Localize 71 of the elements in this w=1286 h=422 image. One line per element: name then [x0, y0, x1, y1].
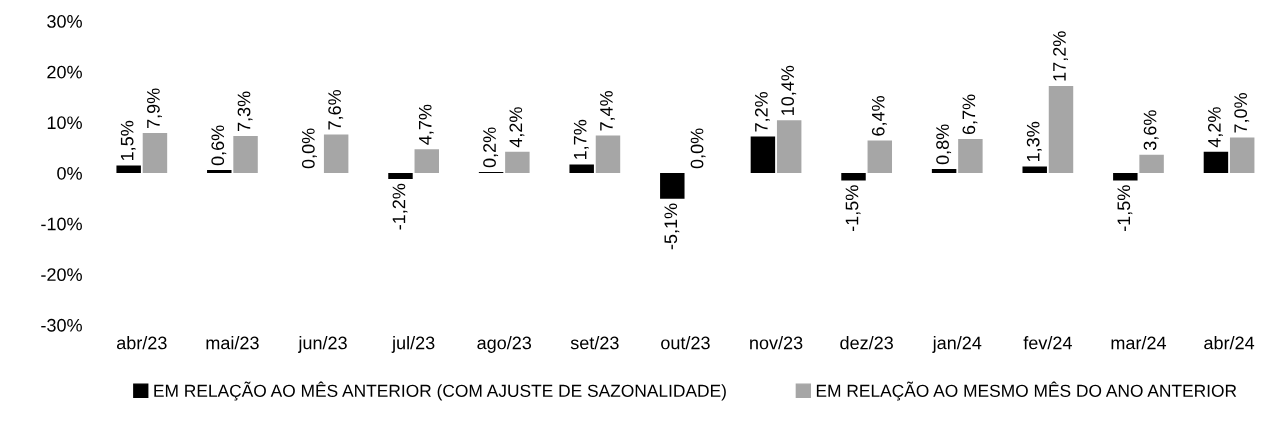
data-label: 0,2%	[483, 127, 499, 168]
bar	[931, 168, 957, 174]
data-label: 1,7%	[573, 119, 589, 159]
x-tick-label: abr/23	[116, 336, 167, 350]
bar	[867, 140, 893, 174]
bar	[776, 120, 802, 174]
bar	[414, 149, 439, 174]
data-label: -1,2%	[392, 183, 408, 230]
bar	[323, 134, 349, 174]
y-tick-label: 30%	[47, 15, 82, 28]
bar	[569, 164, 594, 174]
data-label: 0,6%	[211, 125, 227, 166]
bar	[207, 169, 232, 174]
data-label: 3,6%	[1143, 110, 1159, 151]
data-label: 17,2%	[1053, 31, 1068, 81]
x-tick-label: fev/24	[1023, 336, 1072, 350]
x-tick-label: jan/24	[932, 336, 982, 353]
x-tick-label: jul/23	[391, 336, 435, 353]
y-tick-label: 0%	[57, 166, 82, 180]
data-label: 4,7%	[418, 104, 434, 145]
data-label: 0,0%	[301, 128, 317, 169]
bar	[388, 173, 413, 180]
legend-label: EM RELAÇÃO AO MÊS ANTERIOR (COM AJUSTE DE SAZONALIDADE)	[154, 381, 726, 401]
bar	[1048, 85, 1074, 174]
data-label: 7,0%	[1234, 93, 1250, 133]
bar	[142, 133, 168, 174]
data-label: 7,3%	[237, 91, 253, 132]
x-tick-label: set/23	[570, 336, 619, 350]
data-label: 7,6%	[328, 89, 344, 130]
data-label: 0,8%	[936, 124, 952, 165]
y-tick-label: -10%	[41, 217, 82, 231]
data-label: 4,2%	[1207, 107, 1223, 148]
bar	[841, 173, 866, 181]
y-tick-label: 10%	[47, 116, 82, 130]
x-tick-label: dez/23	[840, 336, 893, 350]
bar	[1139, 154, 1164, 174]
data-label: -5,1%	[664, 203, 680, 250]
bar	[1113, 173, 1138, 181]
data-label: 1,3%	[1026, 121, 1042, 162]
bar	[116, 165, 141, 174]
x-tick-label: mai/23	[206, 336, 259, 350]
legend-label: EM RELAÇÃO AO MESMO MÊS DO ANO ANTERIOR	[816, 381, 1237, 401]
x-tick-label: nov/23	[750, 336, 803, 350]
data-label: 7,9%	[147, 88, 162, 129]
bar	[958, 139, 983, 174]
x-tick-label: abr/24	[1204, 336, 1255, 350]
bar	[750, 136, 776, 174]
y-tick-label: -20%	[41, 268, 82, 282]
data-label: -1,5%	[1117, 185, 1133, 232]
data-label: 4,2%	[509, 107, 525, 148]
data-label: 10,4%	[781, 65, 797, 115]
x-tick-label: jun/23	[297, 336, 347, 353]
bar	[660, 173, 685, 199]
bar	[1022, 166, 1047, 174]
data-label: 7,2%	[754, 92, 770, 132]
bar	[1229, 137, 1255, 174]
y-tick-label: -30%	[41, 318, 82, 332]
data-label: 6,7%	[962, 94, 978, 135]
data-label: 1,5%	[120, 120, 136, 160]
data-label: -1,5%	[845, 185, 861, 232]
data-label: 7,4%	[600, 90, 615, 131]
y-tick-label: 20%	[47, 65, 82, 79]
bar	[233, 136, 258, 174]
data-label: 0,0%	[690, 128, 706, 169]
x-tick-label: mar/24	[1111, 336, 1167, 350]
bar	[505, 151, 530, 174]
x-tick-label: out/23	[661, 336, 710, 350]
x-tick-label: ago/23	[477, 336, 532, 353]
bar	[595, 135, 621, 174]
bar	[1203, 151, 1229, 174]
data-label: 6,4%	[871, 96, 887, 136]
